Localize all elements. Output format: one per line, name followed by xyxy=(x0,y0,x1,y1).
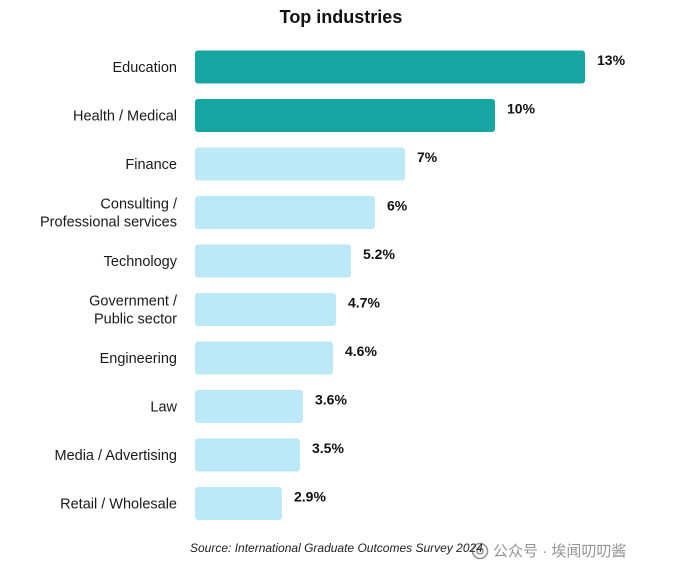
value-label-1: 10% xyxy=(507,101,536,117)
value-label-8: 3.5% xyxy=(312,440,344,456)
category-label-5-line-1: Public sector xyxy=(94,312,177,328)
bar-6 xyxy=(195,341,333,375)
category-label-5-line-0: Government / xyxy=(89,294,178,310)
category-label-9: Retail / Wholesale xyxy=(60,497,177,513)
watermark-text: 公众号 · 埃闻叨叨酱 xyxy=(493,543,627,560)
bar-8 xyxy=(195,438,300,472)
bar-4 xyxy=(195,244,351,278)
bar-2 xyxy=(195,147,405,181)
source-note: Source: International Graduate Outcomes … xyxy=(190,541,483,555)
category-label-3-line-0: Consulting / xyxy=(100,197,178,213)
chart-title: Top industries xyxy=(279,7,403,27)
bar-9 xyxy=(195,487,282,520)
watermark: 公众号 · 埃闻叨叨酱 xyxy=(471,540,626,561)
category-label-7: Law xyxy=(150,400,177,416)
category-label-1: Health / Medical xyxy=(73,109,177,125)
value-label-9: 2.9% xyxy=(294,489,326,505)
category-label-2: Finance xyxy=(125,157,177,173)
bar-3 xyxy=(195,196,375,229)
bar-5 xyxy=(195,293,336,326)
wechat-official-account-icon xyxy=(471,542,489,559)
value-label-2: 7% xyxy=(417,149,438,165)
category-label-3-line-1: Professional services xyxy=(40,215,177,231)
category-label-4: Technology xyxy=(104,254,178,270)
category-label-0: Education xyxy=(113,60,178,76)
value-label-7: 3.6% xyxy=(315,392,347,408)
bar-1 xyxy=(195,99,495,132)
bar-7 xyxy=(195,390,303,423)
value-label-0: 13% xyxy=(597,52,626,68)
category-label-8: Media / Advertising xyxy=(54,448,177,464)
bar-0 xyxy=(195,50,585,84)
value-label-4: 5.2% xyxy=(363,246,395,262)
value-label-5: 4.7% xyxy=(348,295,380,311)
category-label-6: Engineering xyxy=(100,351,177,367)
value-label-6: 4.6% xyxy=(345,343,377,359)
value-label-3: 6% xyxy=(387,198,408,214)
